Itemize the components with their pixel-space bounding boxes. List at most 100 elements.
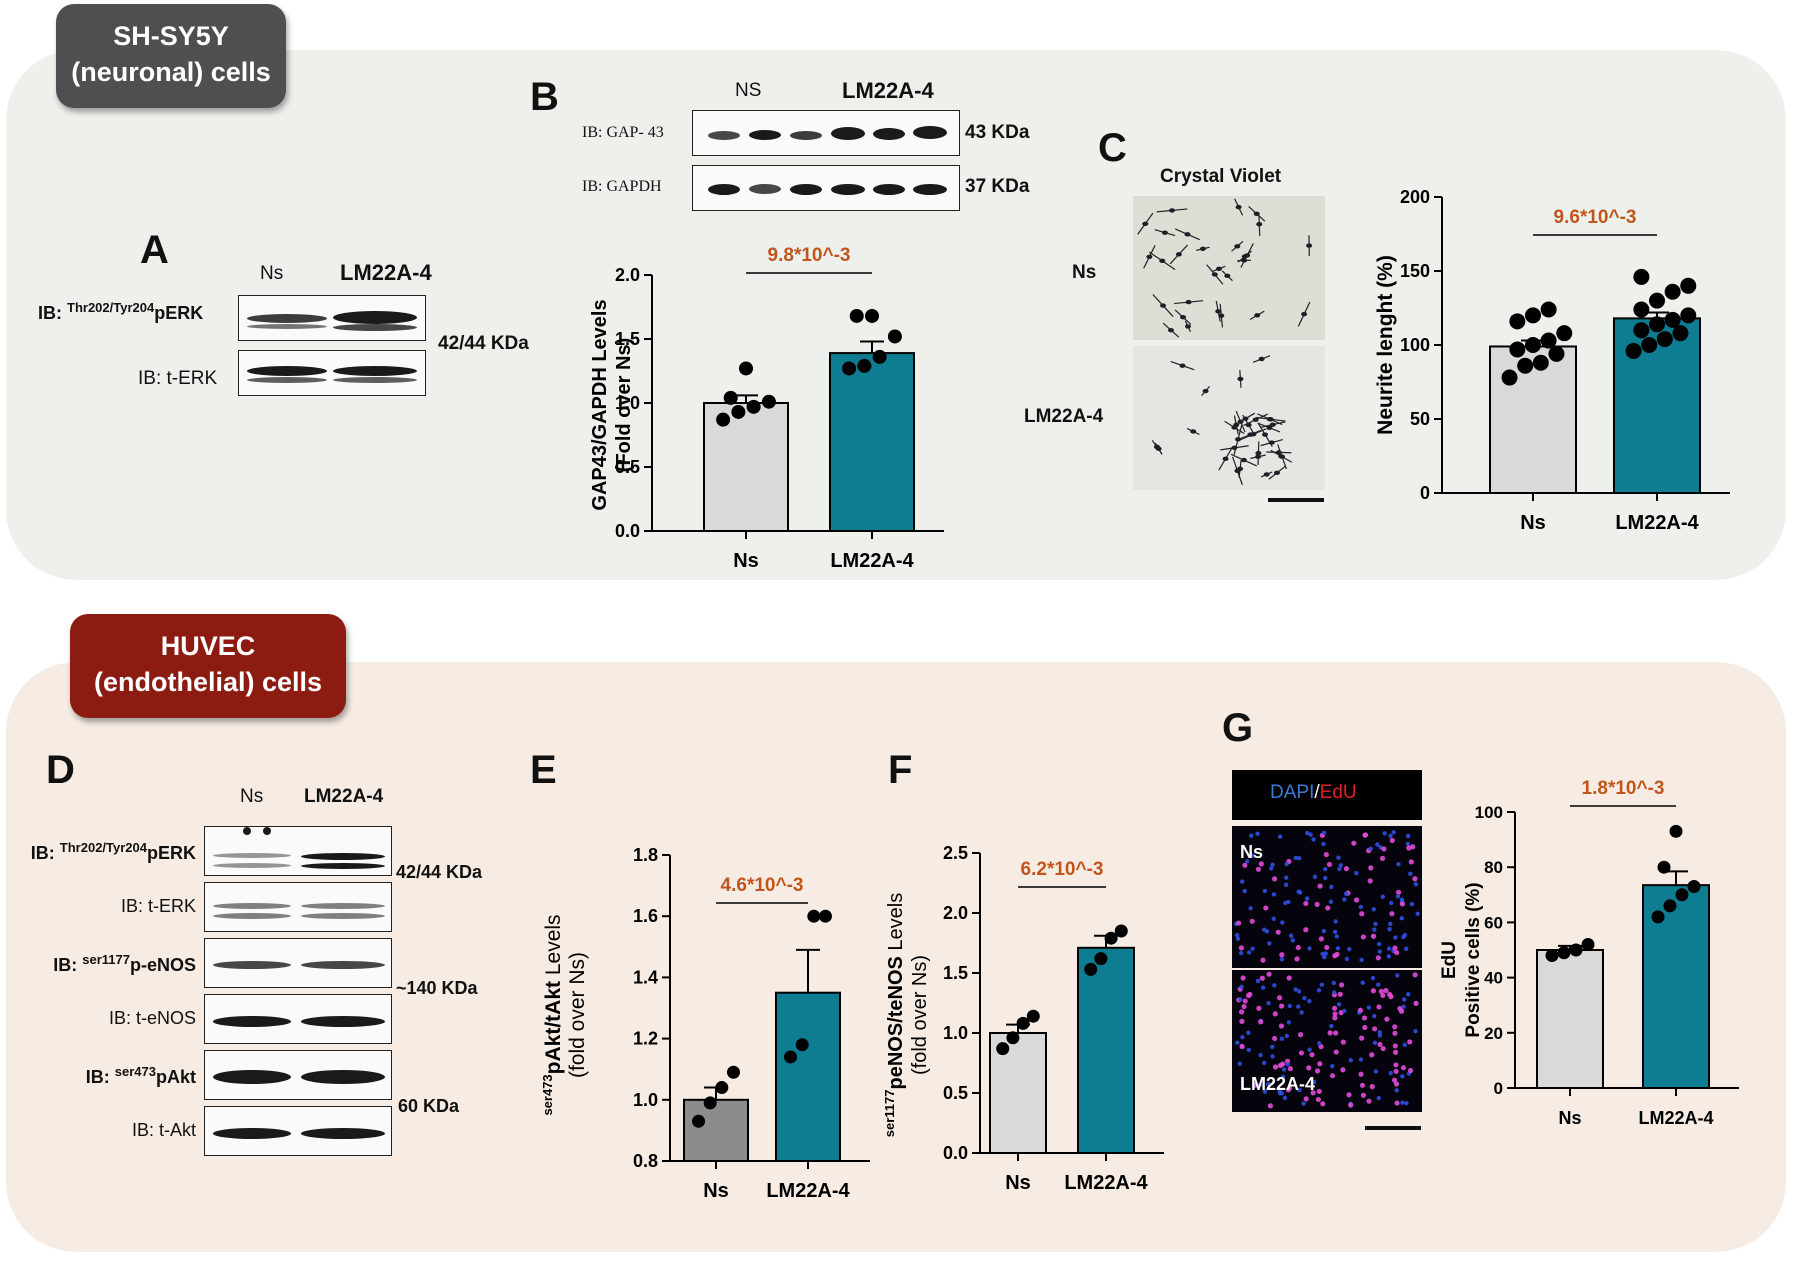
bar-ns [1536,949,1604,1089]
dapi-nucleus [1377,1030,1382,1035]
dapi-nucleus [1307,1047,1312,1052]
edu-positive-nucleus [1332,1011,1338,1017]
group-tag-huvec: HUVEC (endothelial) cells [70,614,346,718]
dapi-nucleus [1286,1020,1292,1025]
edu-positive-nucleus [1381,846,1387,852]
data-point [1556,325,1573,342]
blot-a-row-perk-site: Thr202/Tyr204 [67,300,155,315]
blot-d-size-erk: 42/44 KDa [396,862,483,882]
dapi-nucleus [1272,983,1277,988]
dapi-nucleus [1382,831,1387,836]
edu-positive-nucleus [1362,1024,1368,1031]
cell-body [1175,252,1182,257]
cell-body [1215,309,1222,314]
edu-positive-nucleus [1259,975,1265,981]
edu-positive-nucleus [1407,1067,1414,1074]
data-point [723,390,738,405]
data-point [1569,943,1583,957]
data-point [1532,354,1549,371]
cell-body [1301,311,1308,317]
y-tick-label: 1.0 [943,1023,968,1043]
edu-positive-nucleus [1366,1098,1372,1104]
data-point [1557,946,1571,960]
edu-positive-nucleus [1255,866,1262,872]
edu-positive-nucleus [1408,859,1414,865]
data-point [1094,952,1108,966]
data-point [818,909,832,923]
data-point [1104,931,1118,945]
edu-positive-nucleus [1362,832,1369,838]
y-tick-label: 0 [1494,1079,1503,1098]
data-point [1006,1031,1020,1045]
dapi-nucleus [1413,1028,1418,1034]
data-point [715,1081,729,1095]
cell-body [1146,254,1153,259]
dapi-nucleus [1400,1100,1405,1105]
dapi-nucleus [1284,875,1289,880]
edu-positive-nucleus [1272,1035,1278,1042]
edu-positive-nucleus [1236,920,1242,926]
dapi-nucleus [1380,894,1385,899]
edu-positive-nucleus [1378,988,1384,995]
dapi-nucleus [1297,1087,1302,1093]
x-tick-label: Ns [1005,1172,1031,1194]
edu-positive-nucleus [1388,994,1394,1000]
edu-positive-nucleus [1393,1068,1399,1074]
edu-positive-nucleus [1267,1103,1273,1109]
x-tick-label: LM22A-4 [766,1180,850,1202]
dapi-nucleus [1267,941,1272,946]
edu-positive-nucleus [1317,883,1323,889]
dapi-nucleus [1333,919,1338,924]
dapi-nucleus [1279,957,1285,962]
y-axis-title: GAP43/GAPDH Levels (Fold over Ns) [589,299,635,510]
edu-positive-nucleus [1377,1041,1383,1048]
panel-c-title: Crystal Violet [1160,166,1282,187]
blot-b-row-gapdh-label: IB: GAPDH [582,178,662,195]
edu-positive-nucleus [1331,1005,1338,1011]
blot-d-row-prefix-3: IB: t-eNOS [108,1008,196,1028]
data-point [1525,337,1541,353]
dapi-nucleus [1277,834,1283,839]
p-value-label: 6.2*10^-3 [1021,859,1104,880]
dapi-nucleus [1372,1040,1378,1046]
y-axis-title-line2: (fold over Ns) [566,952,589,1078]
data-point [1649,316,1665,333]
data-point [1664,311,1681,328]
blot-d-membrane-2 [204,938,392,988]
dapi-nucleus [1376,941,1382,947]
data-point [1656,331,1673,348]
panel-letter-f: F [888,748,913,792]
dapi-nucleus [1388,921,1393,927]
x-tick-label: Ns [703,1180,729,1202]
blot-b-gapdh-membrane [692,165,960,211]
dapi-nucleus [1266,1001,1271,1006]
edu-positive-nucleus [1320,1101,1326,1107]
cell-body [1180,314,1187,320]
dapi-nucleus [1387,927,1392,932]
edu-positive-nucleus [1324,944,1330,951]
dapi-nucleus [1239,879,1245,884]
blot-a-row-perk-label: IB: Thr202/Tyr204pERK [38,300,203,324]
blot-a-lane-ns: Ns [260,263,284,284]
edu-positive-nucleus [1252,1082,1258,1088]
cell-body [1266,425,1273,430]
edu-positive-nucleus [1303,927,1309,933]
dapi-nucleus [1293,855,1298,861]
dapi-nucleus [1244,859,1250,864]
dapi-nucleus [1277,1089,1282,1094]
edu-positive-nucleus [1407,1039,1413,1045]
blot-d-size-akt: 60 KDa [398,1096,460,1116]
dapi-nucleus [1373,921,1378,927]
chart-c-neurite-length: 0 50 100 150 200 Ns LM22A-4 9.6*10^-3 Neurite le… [1374,187,1730,534]
panel-g-stain-separator: / [1314,782,1320,803]
data-point [1548,345,1565,362]
y-tick-label: 0.8 [633,1151,658,1171]
dapi-nucleus [1261,927,1267,932]
edu-positive-nucleus [1361,1015,1368,1021]
data-point [1026,1009,1040,1023]
x-tick-label: Ns [1520,512,1546,534]
edu-positive-nucleus [1249,918,1255,924]
data-point [865,308,879,323]
edu-positive-nucleus [1238,1009,1245,1015]
dapi-nucleus [1335,946,1341,951]
